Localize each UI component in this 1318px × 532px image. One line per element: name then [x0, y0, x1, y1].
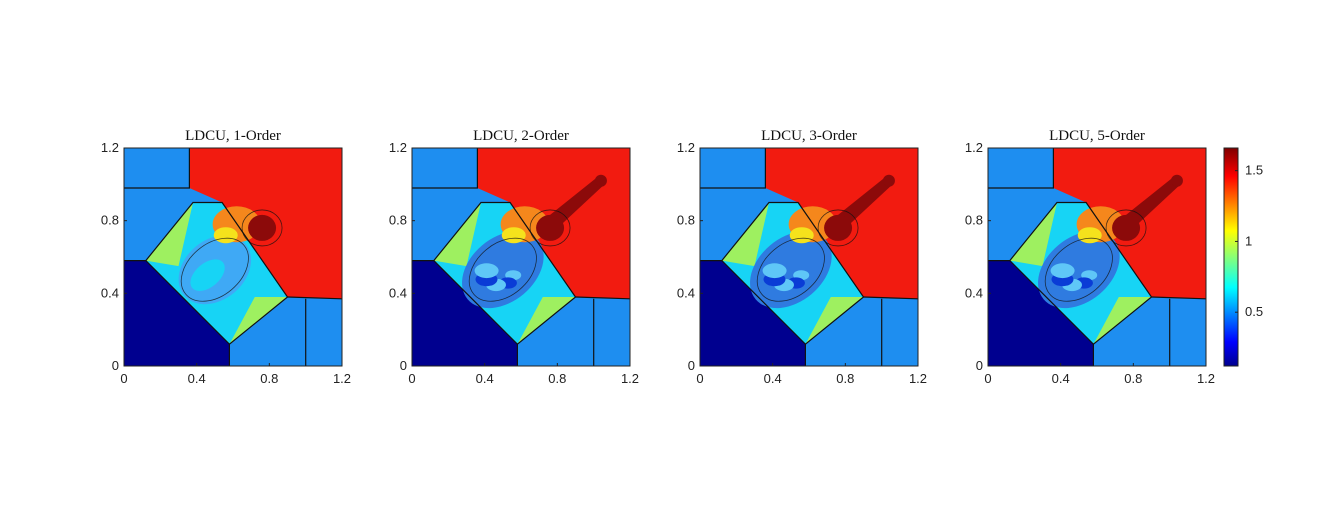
vortex-eddy — [474, 263, 499, 279]
vortex-region — [1038, 231, 1120, 309]
contour-line — [863, 296, 919, 300]
colorbar-tick-label: 1.5 — [1245, 163, 1263, 178]
x-tick-label: 0.8 — [260, 371, 278, 386]
contour-line — [756, 237, 825, 302]
contour-line — [720, 201, 865, 346]
green-wedge-left — [145, 202, 193, 267]
contour-line — [1044, 237, 1113, 302]
contour-line — [432, 201, 577, 346]
panel-2: LDCU, 2-Order 0 0.4 0.8 1.2 0 0.4 0.8 1.2 — [389, 128, 639, 386]
yellow-zone — [213, 227, 238, 244]
contour-line — [575, 296, 631, 300]
contour-line — [817, 209, 859, 247]
y-tick-label: 0.8 — [101, 213, 119, 228]
x-tick-label: 0 — [408, 371, 415, 386]
dark-red-spot — [1112, 214, 1141, 241]
y-tick-label: 0 — [400, 358, 407, 373]
jet-tip — [1170, 174, 1183, 187]
contour-line — [1105, 209, 1147, 247]
contour-line — [1008, 201, 1153, 346]
jet-tip — [882, 174, 895, 187]
contour-line — [124, 148, 190, 189]
contour-line — [468, 237, 537, 302]
y-tick-label: 0.8 — [389, 213, 407, 228]
green-wedge-left — [433, 202, 481, 267]
x-tick-label: 0.4 — [1052, 371, 1070, 386]
vortex-eddy — [1050, 263, 1075, 279]
x-tick-label: 0 — [696, 371, 703, 386]
x-tick-label: 1.2 — [1197, 371, 1215, 386]
contour-line — [287, 296, 343, 300]
dark-red-spot — [536, 214, 565, 241]
contour-line — [144, 201, 289, 346]
contour-line — [700, 148, 767, 189]
y-tick-label: 0.4 — [101, 285, 119, 300]
y-tick-label: 0 — [976, 358, 983, 373]
contour-line — [1151, 296, 1207, 300]
axes-frame — [411, 147, 631, 367]
panel-3: LDCU, 3-Order 0 0.4 0.8 1.2 0 0.4 0.8 1.2 — [677, 128, 927, 386]
contour-line — [412, 148, 478, 189]
x-tick-label: 0.8 — [836, 371, 854, 386]
y-tick-label: 0.8 — [965, 213, 983, 228]
axes-frame — [699, 147, 919, 367]
panel-title: LDCU, 1-Order — [185, 128, 281, 144]
axes-frame — [123, 147, 343, 367]
colorbar-tick-label: 0.5 — [1245, 304, 1263, 319]
dark-blue-region — [988, 260, 1094, 366]
x-tick-label: 0.4 — [188, 371, 206, 386]
y-tick-label: 1.2 — [677, 140, 695, 155]
dark-blue-region — [412, 260, 518, 366]
colorbar: 1.5 1 0.5 — [1223, 147, 1263, 367]
y-tick-label: 0 — [112, 358, 119, 373]
x-tick-label: 1.2 — [909, 371, 927, 386]
green-wedge-left — [1009, 202, 1057, 267]
y-tick-label: 1.2 — [965, 140, 983, 155]
colorbar-gradient — [1223, 147, 1239, 367]
y-tick-label: 0.8 — [677, 213, 695, 228]
panel-title: LDCU, 5-Order — [1049, 128, 1145, 144]
x-tick-label: 1.2 — [621, 371, 639, 386]
yellow-zone — [1077, 227, 1102, 244]
x-tick-label: 0 — [120, 371, 127, 386]
contour-line — [529, 209, 571, 247]
green-wedge-left — [721, 202, 769, 267]
dark-red-spot — [248, 214, 277, 241]
y-tick-label: 0.4 — [389, 285, 407, 300]
contour-line — [180, 237, 249, 302]
vortex-eddy — [762, 263, 787, 279]
vortex-core — [190, 259, 225, 291]
x-tick-label: 0.8 — [1124, 371, 1142, 386]
panel-title: LDCU, 3-Order — [761, 128, 857, 144]
panel-title: LDCU, 2-Order — [473, 128, 569, 144]
y-tick-label: 1.2 — [389, 140, 407, 155]
axes-frame — [987, 147, 1207, 367]
y-tick-label: 0 — [688, 358, 695, 373]
panel-4: LDCU, 5-Order 0 0.4 0.8 1.2 0 0.4 0.8 1.2 — [965, 128, 1215, 386]
x-tick-label: 0 — [984, 371, 991, 386]
contour-line — [241, 209, 283, 247]
jet-tip — [594, 174, 607, 187]
dark-blue-region — [700, 260, 806, 366]
dark-blue-region — [124, 260, 230, 366]
y-tick-label: 0.4 — [965, 285, 983, 300]
y-tick-label: 0.4 — [677, 285, 695, 300]
vortex-region — [750, 231, 832, 309]
colorbar-tick-label: 1 — [1245, 233, 1252, 248]
yellow-zone — [501, 227, 526, 244]
y-tick-label: 1.2 — [101, 140, 119, 155]
x-tick-label: 0.8 — [548, 371, 566, 386]
dark-red-spot — [824, 214, 853, 241]
contour-line — [988, 148, 1055, 189]
x-tick-label: 0.4 — [764, 371, 782, 386]
panel-1: LDCU, 1-Order 0 0.4 0.8 1.2 0 0.4 0.8 1.2 — [101, 128, 351, 386]
vortex-region — [462, 231, 544, 309]
yellow-zone — [789, 227, 814, 244]
x-tick-label: 0.4 — [476, 371, 494, 386]
x-tick-label: 1.2 — [333, 371, 351, 386]
